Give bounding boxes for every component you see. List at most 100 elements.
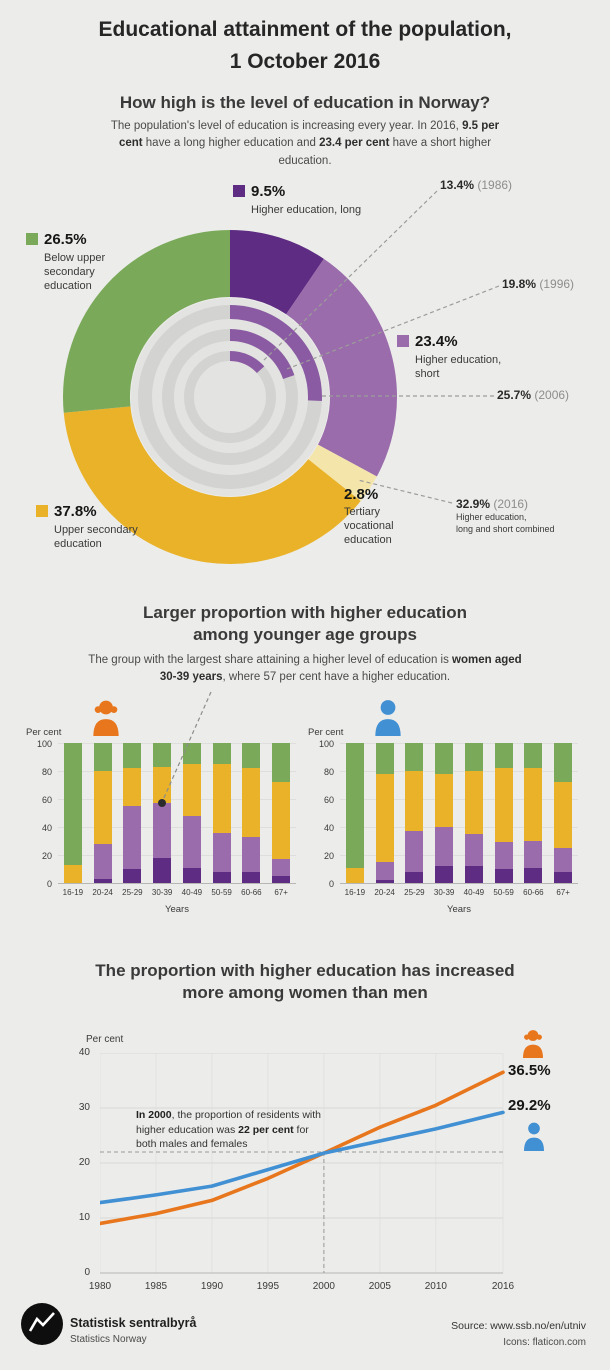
line-chart-yaxis: 0 10 20 30 40 bbox=[64, 1047, 94, 1278]
bar-segment bbox=[494, 869, 513, 883]
x-tick-label: 1990 bbox=[200, 1281, 224, 1292]
bar-segment bbox=[375, 743, 394, 774]
y-tick-label: 40 bbox=[323, 823, 334, 833]
bar-segment bbox=[123, 806, 142, 869]
donut-label-upper-secondary: 37.8% Upper secondary education bbox=[36, 503, 162, 552]
value-higher-long: 9.5% bbox=[251, 183, 286, 200]
section1-intro: The population's level of education is i… bbox=[105, 118, 505, 170]
history-label-2016: 32.9% (2016) Higher education, long and … bbox=[456, 497, 586, 535]
bar-50-59 bbox=[494, 743, 513, 883]
y-tick-label: 40 bbox=[78, 1047, 90, 1058]
intro1-seg5: have a short higher education. bbox=[278, 137, 492, 167]
legend-swatch-higher-short bbox=[397, 335, 409, 347]
bar-60-66 bbox=[242, 743, 261, 883]
section3-heading-line2: more among women than men bbox=[182, 983, 428, 1003]
bar-segment bbox=[123, 743, 142, 769]
bar-segment bbox=[464, 743, 483, 771]
y-tick-label: 30 bbox=[78, 1102, 90, 1113]
value-upper-secondary: 37.8% bbox=[54, 503, 97, 520]
y-tick-label: 20 bbox=[323, 851, 334, 861]
org-name: Statistisk sentralbyrå bbox=[70, 1316, 197, 1330]
history-1996-value: 19.8% bbox=[502, 277, 537, 291]
donut-label-below-upper: 26.5% Below upper secondary education bbox=[26, 231, 130, 293]
bar-segment bbox=[153, 743, 172, 767]
history-2006-year: (2006) bbox=[531, 388, 570, 402]
logo-graph-line bbox=[28, 1312, 55, 1332]
bar-segment bbox=[272, 782, 291, 860]
bar-67+ bbox=[554, 743, 573, 883]
bar-segment bbox=[524, 743, 543, 769]
bar-segment bbox=[375, 862, 394, 881]
bar-20-24 bbox=[93, 743, 112, 883]
x-tick-label: 1980 bbox=[88, 1281, 112, 1292]
bar-segment bbox=[63, 743, 82, 865]
bar-segment bbox=[435, 866, 454, 883]
history-label-2006: 25.7% (2006) bbox=[497, 388, 569, 402]
section3-heading: The proportion with higher education has… bbox=[0, 960, 610, 1004]
donut-label-higher-short: 23.4% Higher education, short bbox=[397, 333, 505, 382]
x-tick-label: 2000 bbox=[312, 1281, 335, 1292]
gridline bbox=[340, 826, 578, 828]
y-tick-label: 80 bbox=[41, 767, 52, 777]
page-title-line2: 1 October 2016 bbox=[229, 49, 381, 73]
bar-30-39 bbox=[153, 743, 172, 883]
value-tertiary: 2.8% bbox=[344, 486, 379, 503]
donut-hole bbox=[131, 298, 329, 496]
higher-education-trend-chart bbox=[100, 1053, 505, 1274]
donut-label-higher-long: 9.5% Higher education, long bbox=[233, 183, 381, 218]
history-ring-arc bbox=[230, 351, 265, 374]
gridline bbox=[340, 742, 578, 744]
legend-swatch-below-upper bbox=[26, 233, 38, 245]
bar-segment bbox=[123, 768, 142, 806]
bar-segment bbox=[405, 743, 424, 771]
x-tick-label: 2016 bbox=[491, 1281, 515, 1292]
note-seg3-bold: 22 per cent bbox=[238, 1123, 294, 1136]
y-tick-label: 10 bbox=[78, 1212, 90, 1223]
bar-segment bbox=[494, 743, 513, 769]
gridline bbox=[340, 798, 578, 800]
donut-slice bbox=[286, 258, 398, 477]
bar-segment bbox=[554, 782, 573, 848]
history-2006-value: 25.7% bbox=[497, 388, 532, 402]
page-title: Educational attainment of the population… bbox=[0, 14, 610, 77]
bar-segment bbox=[435, 773, 454, 827]
history-ring-arc bbox=[230, 329, 295, 380]
intro2-seg2-bold: women aged 30-39 years bbox=[159, 654, 522, 684]
bar-25-29 bbox=[123, 743, 142, 883]
bar-segment bbox=[554, 871, 573, 883]
x-tick-label: 1985 bbox=[144, 1281, 168, 1292]
leader-line-1986 bbox=[261, 190, 438, 363]
bar-segment bbox=[524, 867, 543, 883]
bar-segment bbox=[405, 871, 424, 883]
bar-segment bbox=[182, 815, 201, 868]
donut-leader-lines bbox=[261, 190, 500, 504]
bar-segment bbox=[345, 867, 364, 883]
bar-segment bbox=[272, 876, 291, 883]
bar-segment bbox=[524, 841, 543, 868]
x-tick-label: 25-29 bbox=[404, 888, 425, 897]
bar-segment bbox=[554, 848, 573, 872]
x-tick-label: 16-19 bbox=[344, 888, 366, 897]
x-tick-label: 2005 bbox=[368, 1281, 391, 1292]
y-tick-label: 100 bbox=[36, 739, 52, 749]
bar-segment bbox=[494, 768, 513, 843]
history-label-1996: 19.8% (1996) bbox=[502, 277, 574, 291]
x-tick-label: 60-66 bbox=[523, 888, 544, 897]
source-credit: Source: www.ssb.no/en/utniv bbox=[451, 1320, 586, 1332]
bar-segment bbox=[554, 743, 573, 783]
man-icon-small bbox=[524, 1122, 544, 1151]
education-donut-chart bbox=[62, 190, 500, 565]
bar-segment bbox=[464, 771, 483, 834]
bar-segment bbox=[93, 878, 112, 883]
y-tick-label: 0 bbox=[328, 879, 334, 889]
donut-slice bbox=[308, 444, 377, 502]
bar-segment bbox=[93, 771, 112, 844]
bar-segment bbox=[93, 843, 112, 879]
section2-heading-line2: among younger age groups bbox=[193, 625, 417, 645]
bar-segment bbox=[464, 834, 483, 867]
bar-30-39 bbox=[435, 743, 454, 883]
history-2016-value: 32.9% bbox=[456, 497, 491, 511]
x-tick-label: 25-29 bbox=[122, 888, 143, 897]
x-tick-label: 2010 bbox=[424, 1281, 447, 1292]
